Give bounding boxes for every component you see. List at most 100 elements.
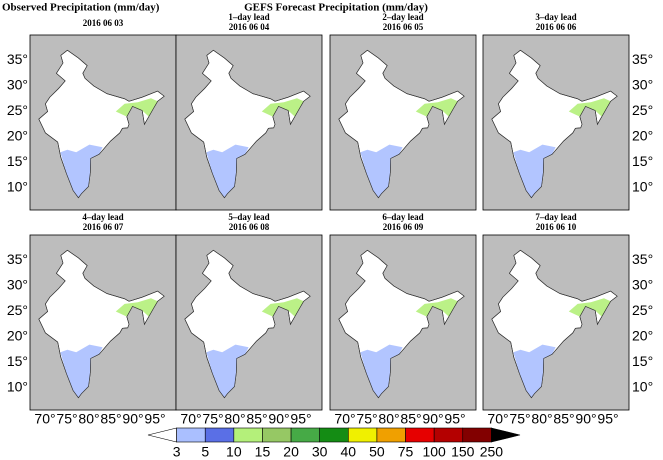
lon-tick-label: 80° [78, 411, 99, 427]
lead-label: 3–day lead [535, 12, 576, 22]
lat-tick-label: 10° [632, 379, 653, 395]
lead-label: 7–day lead [535, 212, 576, 222]
date-label: 2016 06 03 [83, 18, 124, 28]
india-border [338, 249, 465, 399]
date-label: 2016 06 08 [229, 222, 270, 232]
lat-tick-label: 30° [632, 277, 653, 293]
lon-tick-label: 70° [487, 411, 508, 427]
colorbar-label: 50 [369, 444, 385, 460]
rain-area [261, 298, 304, 317]
map-panel [29, 34, 177, 211]
lat-tick-label: 35° [7, 51, 28, 67]
lon-tick-label: 85° [553, 411, 574, 427]
lon-tick-label: 80° [378, 411, 399, 427]
lat-tick-label: 35° [632, 51, 653, 67]
colorbar-segment [204, 427, 235, 443]
map-panel [29, 234, 177, 411]
lon-tick-label: 85° [100, 411, 121, 427]
date-label: 2016 06 09 [383, 222, 424, 232]
map-panel [175, 234, 323, 411]
colorbar-label: 100 [422, 444, 446, 460]
lat-tick-label: 15° [632, 353, 653, 369]
rain-area [115, 98, 158, 117]
map-panel [329, 34, 477, 211]
lat-tick-label: 25° [632, 302, 653, 318]
lat-tick-label: 20° [632, 328, 653, 344]
colorbar-segment [405, 427, 435, 443]
date-label: 2016 06 06 [536, 22, 577, 32]
lon-tick-label: 90° [268, 411, 289, 427]
lat-tick-label: 30° [7, 277, 28, 293]
date-label: 2016 06 07 [83, 222, 124, 232]
lon-tick-label: 95° [597, 411, 618, 427]
date-label: 2016 06 05 [383, 22, 424, 32]
colorbar-segment [376, 427, 406, 443]
date-label: 2016 06 10 [536, 222, 577, 232]
colorbar-label: 10 [226, 444, 242, 460]
rain-area [568, 98, 611, 117]
map-panel [329, 234, 477, 411]
colorbar-segment [233, 427, 263, 443]
lat-tick-label: 30° [632, 77, 653, 93]
lat-tick-label: 20° [7, 328, 28, 344]
india-border [491, 249, 618, 399]
lon-tick-label: 70° [34, 411, 55, 427]
colorbar-segment [462, 427, 492, 443]
colorbar-label: 150 [451, 444, 475, 460]
india-border [38, 49, 165, 199]
lat-tick-label: 10° [632, 179, 653, 195]
rain-area [115, 298, 158, 317]
colorbar-segment [262, 427, 292, 443]
colorbar-label: 30 [312, 444, 328, 460]
lat-tick-label: 20° [7, 128, 28, 144]
lat-tick-label: 15° [7, 153, 28, 169]
colorbar-label: 20 [283, 444, 299, 460]
colorbar-label: 3 [173, 444, 181, 460]
india-border [338, 49, 465, 199]
lead-label: 6–day lead [382, 212, 423, 222]
lon-tick-label: 90° [422, 411, 443, 427]
lat-tick-label: 10° [7, 379, 28, 395]
india-border [491, 49, 618, 199]
lat-tick-label: 25° [7, 302, 28, 318]
lon-tick-label: 70° [180, 411, 201, 427]
map-panel [482, 34, 630, 211]
colorbar-label: 15 [255, 444, 271, 460]
lon-tick-label: 80° [224, 411, 245, 427]
lat-tick-label: 30° [7, 77, 28, 93]
colorbar-label: 250 [480, 444, 504, 460]
rain-area [568, 298, 611, 317]
lat-tick-label: 35° [632, 251, 653, 267]
colorbar-label: 40 [341, 444, 357, 460]
forecast-title: GEFS Forecast Precipitation (mm/day) [244, 2, 428, 14]
india-border [184, 49, 311, 199]
lat-tick-label: 20° [632, 128, 653, 144]
lat-tick-label: 15° [632, 153, 653, 169]
lon-tick-label: 95° [144, 411, 165, 427]
lon-tick-label: 85° [246, 411, 267, 427]
lat-tick-label: 35° [7, 251, 28, 267]
lon-tick-label: 70° [334, 411, 355, 427]
lon-tick-label: 95° [290, 411, 311, 427]
colorbar-label: 5 [201, 444, 209, 460]
lon-tick-label: 75° [356, 411, 377, 427]
lead-label: 1–day lead [228, 12, 269, 22]
india-border [38, 249, 165, 399]
lead-label: 2–day lead [382, 12, 423, 22]
lead-label: 4–day lead [82, 212, 123, 222]
rain-area [415, 298, 458, 317]
lon-tick-label: 80° [531, 411, 552, 427]
colorbar-segment [290, 427, 320, 443]
colorbar-segment [176, 427, 206, 443]
lon-tick-label: 75° [56, 411, 77, 427]
lead-label: 5–day lead [228, 212, 269, 222]
colorbar-segment [147, 427, 177, 443]
map-panel [482, 234, 630, 411]
lat-tick-label: 10° [7, 179, 28, 195]
rain-area [415, 98, 458, 117]
observed-title: Observed Precipitation (mm/day) [2, 2, 160, 14]
map-panel [175, 34, 323, 211]
lon-tick-label: 85° [400, 411, 421, 427]
lon-tick-label: 75° [202, 411, 223, 427]
